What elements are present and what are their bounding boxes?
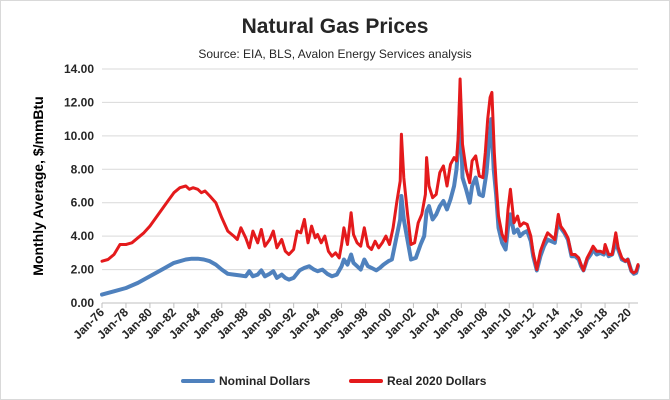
y-tick-label: 14.00 xyxy=(64,62,94,76)
series-line-real xyxy=(100,77,640,275)
legend-label-real: Real 2020 Dollars xyxy=(387,374,487,388)
chart-title: Natural Gas Prices xyxy=(242,15,429,38)
chart-subtitle: Source: EIA, BLS, Avalon Energy Services… xyxy=(198,47,471,61)
legend: Nominal Dollars Real 2020 Dollars xyxy=(181,374,487,388)
y-tick-label: 2.00 xyxy=(71,263,95,277)
y-axis-ticks: 0.00 2.00 4.00 6.00 8.00 10.00 12.00 14.00 xyxy=(64,62,94,310)
y-tick-label: 10.00 xyxy=(64,129,94,143)
x-axis-ticks: Jan-76Jan-78Jan-80Jan-82Jan-84Jan-86Jan-… xyxy=(70,303,634,342)
legend-label-nominal: Nominal Dollars xyxy=(219,374,311,388)
series-lines xyxy=(100,77,640,297)
y-axis-label: Monthly Average, $/mmBtu xyxy=(30,96,46,275)
y-tick-label: 12.00 xyxy=(64,95,94,109)
y-tick-label: 0.00 xyxy=(71,296,95,310)
y-tick-label: 6.00 xyxy=(71,196,95,210)
gridlines xyxy=(102,68,638,271)
y-tick-label: 4.00 xyxy=(71,229,95,243)
y-tick-label: 8.00 xyxy=(71,162,95,176)
series-line-nominal xyxy=(100,97,640,297)
